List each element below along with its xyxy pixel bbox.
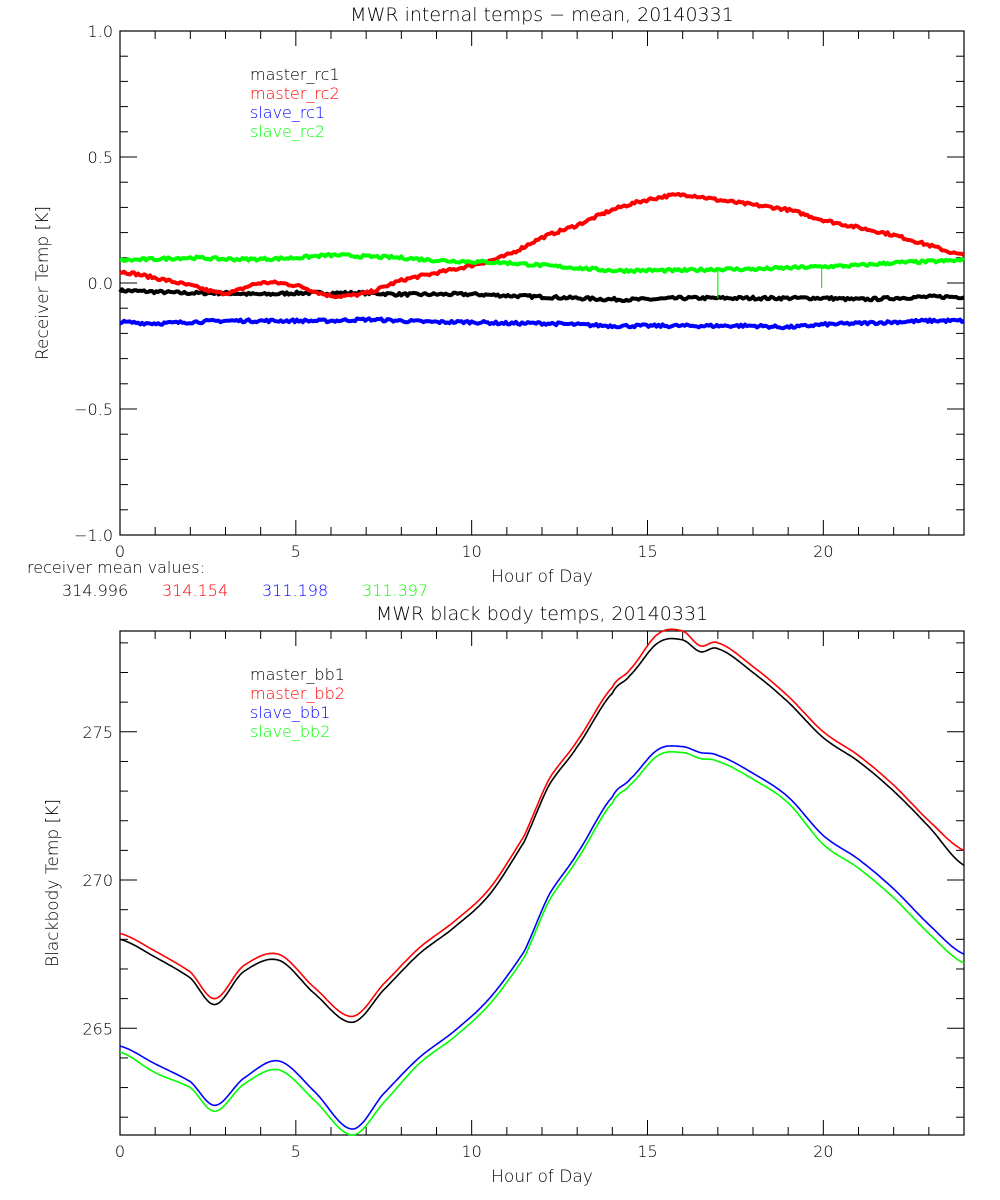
x-tick-label: 5 xyxy=(291,1142,301,1161)
x-tick-label: 5 xyxy=(291,542,301,561)
blackbody-temp-chart: MWR black body temps, 20140331 0 5 10 15 20 2… xyxy=(43,603,965,1187)
series-line-master-bb1 xyxy=(119,637,965,1024)
x-tick-label: 20 xyxy=(813,542,833,561)
legend-master-rc2: master_rc2 xyxy=(250,84,340,103)
legend-slave-bb1: slave_bb1 xyxy=(250,703,330,722)
y-tick-label: −0.5 xyxy=(74,400,113,419)
receiver-means-label: receiver mean values: xyxy=(27,558,205,577)
bottom-plot-frame xyxy=(119,630,965,1136)
receiver-mean-values: receiver mean values: 314.996 314.154 31… xyxy=(27,558,428,600)
series-line-slave-rc1 xyxy=(119,316,965,331)
top-x-axis-label: Hour of Day xyxy=(491,567,593,587)
x-tick-label: 0 xyxy=(115,1142,125,1161)
y-tick-label: 0.0 xyxy=(88,274,113,293)
y-tick-label: 265 xyxy=(82,1019,113,1038)
y-tick-label: 1.0 xyxy=(88,22,113,41)
series-line-master-rc2 xyxy=(119,191,966,300)
series-line-slave-bb1 xyxy=(119,745,965,1130)
y-tick-label: 275 xyxy=(82,723,113,742)
x-tick-label: 0 xyxy=(115,542,125,561)
bottom-x-axis-label: Hour of Day xyxy=(491,1167,593,1187)
top-plot-frame xyxy=(119,30,965,536)
x-tick-label: 15 xyxy=(637,1142,657,1161)
receiver-temp-chart: MWR internal temps − mean, 20140331 0 5 10… xyxy=(33,4,966,587)
legend-master-bb2: master_bb2 xyxy=(250,684,345,703)
bottom-legend: master_bb1 master_bb2 slave_bb1 slave_bb… xyxy=(250,665,345,741)
mean-slave-rc1: 311.198 xyxy=(262,581,328,600)
legend-master-rc1: master_rc1 xyxy=(250,65,340,84)
y-tick-label: −1.0 xyxy=(74,526,113,545)
series-line-slave-rc2 xyxy=(119,252,966,275)
x-tick-label: 15 xyxy=(637,542,657,561)
legend-master-bb1: master_bb1 xyxy=(250,665,345,684)
legend-slave-bb2: slave_bb2 xyxy=(250,722,330,741)
series-line-master-bb2 xyxy=(119,628,965,1018)
series-line-master-rc1 xyxy=(118,287,965,303)
x-tick-label: 10 xyxy=(461,1142,481,1161)
bottom-y-axis-label: Blackbody Temp [K] xyxy=(43,799,63,967)
x-tick-label: 10 xyxy=(461,542,481,561)
mean-master-rc1: 314.996 xyxy=(62,581,128,600)
legend-slave-rc2: slave_rc2 xyxy=(250,122,325,141)
top-chart-title: MWR internal temps − mean, 20140331 xyxy=(350,4,734,26)
x-tick-label: 20 xyxy=(813,1142,833,1161)
mean-slave-rc2: 311.397 xyxy=(362,581,428,600)
top-y-axis-label: Receiver Temp [K] xyxy=(33,206,53,360)
series-line-slave-bb2 xyxy=(119,750,965,1136)
y-tick-label: 270 xyxy=(82,871,113,890)
bottom-chart-title: MWR black body temps, 20140331 xyxy=(376,603,708,625)
mean-master-rc2: 314.154 xyxy=(162,581,228,600)
top-legend: master_rc1 master_rc2 slave_rc1 slave_rc… xyxy=(250,65,340,141)
y-tick-label: 0.5 xyxy=(88,148,113,167)
legend-slave-rc1: slave_rc1 xyxy=(250,103,325,122)
